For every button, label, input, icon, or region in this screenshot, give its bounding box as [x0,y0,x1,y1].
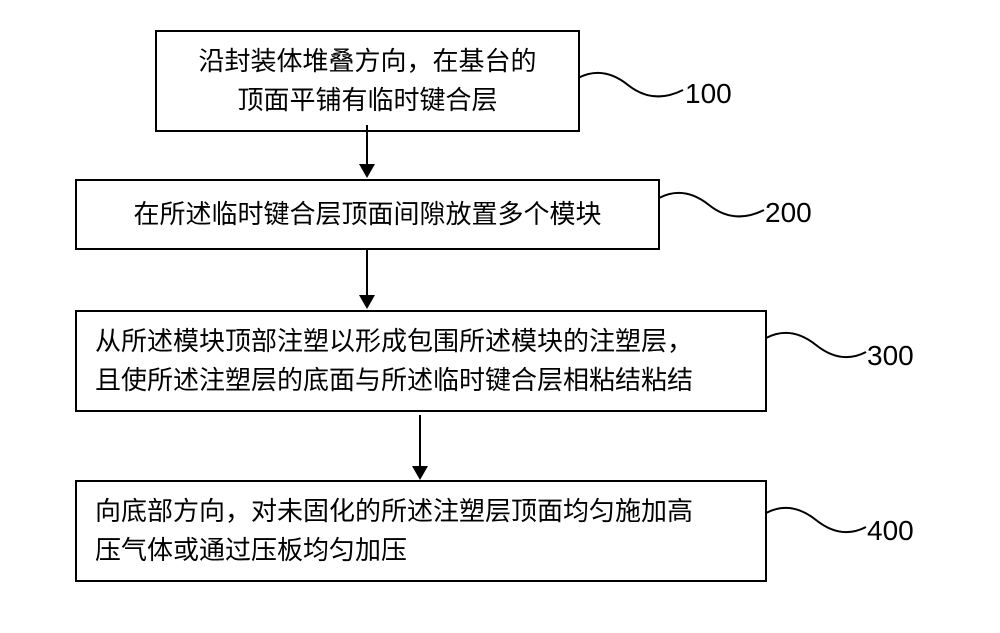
connector-4 [766,505,871,545]
step-box-1: 沿封装体堆叠方向，在基台的 顶面平铺有临时键合层 [155,30,580,132]
step-box-4: 向底部方向，对未固化的所述注塑层顶面均匀施加高 压气体或通过压板均匀加压 [75,480,767,582]
arrow-2 [359,248,375,309]
arrow-line [366,125,368,165]
step-3-line1: 从所述模块顶部注塑以形成包围所述模块的注塑层， [95,322,747,361]
arrow-line [366,248,368,296]
arrow-3 [412,415,428,480]
connector-3 [766,330,871,370]
step-4-line1: 向底部方向，对未固化的所述注塑层顶面均匀施加高 [95,492,747,531]
label-400: 400 [867,515,914,547]
arrow-head [412,466,428,480]
step-3-line2: 且使所述注塑层的底面与所述临时键合层相粘结粘结 [95,361,747,400]
step-2-text: 在所述临时键合层顶面间隙放置多个模块 [95,195,640,234]
step-4-line2: 压气体或通过压板均匀加压 [95,531,747,570]
arrow-line [419,415,421,467]
label-200: 200 [765,197,812,229]
step-1-line2: 顶面平铺有临时键合层 [175,81,560,120]
connector-2 [659,190,769,230]
step-1-line1: 沿封装体堆叠方向，在基台的 [175,42,560,81]
label-300: 300 [867,340,914,372]
connector-1 [578,70,688,110]
arrow-head [359,295,375,309]
step-box-3: 从所述模块顶部注塑以形成包围所述模块的注塑层， 且使所述注塑层的底面与所述临时键… [75,310,767,412]
arrow-1 [359,125,375,178]
label-100: 100 [685,78,732,110]
step-box-2: 在所述临时键合层顶面间隙放置多个模块 [75,179,660,250]
arrow-head [359,164,375,178]
